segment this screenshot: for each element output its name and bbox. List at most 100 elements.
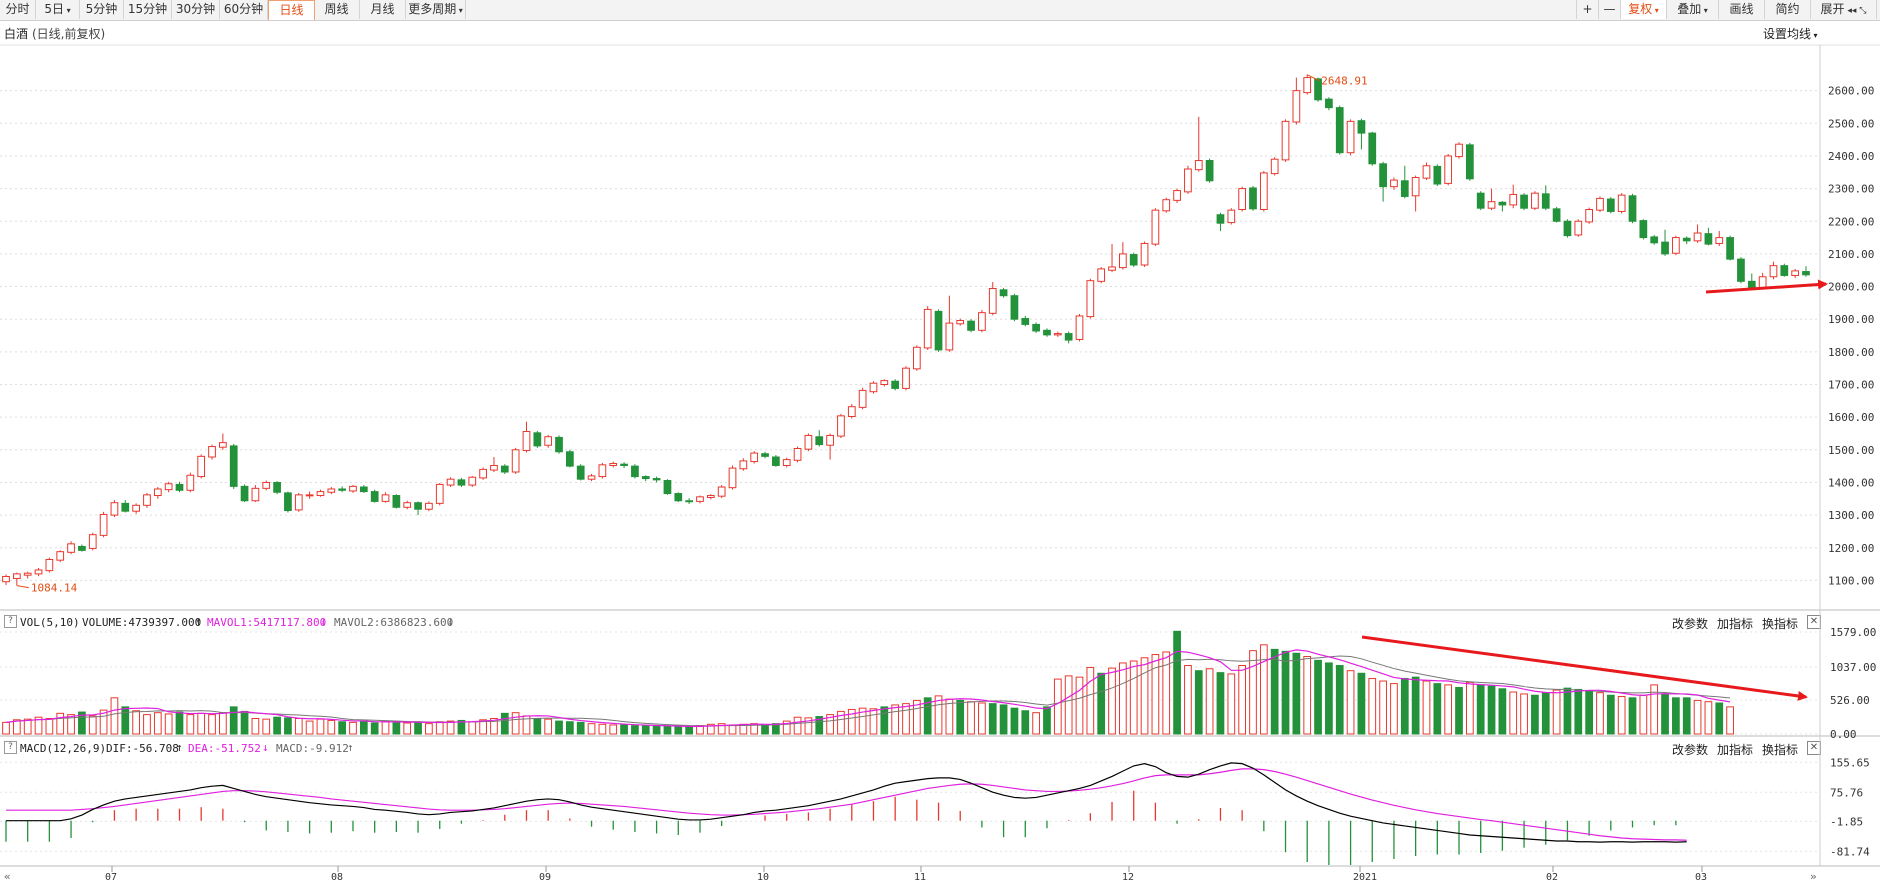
- candle: [1606, 197, 1615, 214]
- volume-bar: [294, 717, 303, 735]
- tab-15min[interactable]: 15分钟: [124, 0, 172, 19]
- volume-bar: [1194, 670, 1203, 735]
- candle-body: [522, 431, 531, 451]
- price-axis-tick: 1900.00: [1828, 313, 1874, 326]
- macd-change-params-button[interactable]: 改参数: [1672, 743, 1709, 757]
- candle-body: [1238, 188, 1247, 210]
- draw-line-button[interactable]: 画线: [1718, 0, 1765, 19]
- simple-mode-button[interactable]: 简约: [1764, 0, 1811, 19]
- expand-button[interactable]: 展开 ◂◂ ⤡: [1810, 0, 1877, 19]
- tab-monthly[interactable]: 月线: [360, 0, 406, 19]
- chevron-down-icon: ▾: [1652, 6, 1659, 15]
- candle-body: [208, 446, 216, 458]
- volume-bar: [446, 720, 455, 735]
- candle-body: [132, 504, 140, 512]
- chevron-down-icon: ▾: [1701, 6, 1708, 15]
- candle: [1596, 196, 1604, 213]
- candle: [1249, 185, 1257, 211]
- candle: [837, 413, 845, 439]
- volume-bar: [2, 721, 10, 735]
- candle: [12, 572, 21, 586]
- candle-body: [1314, 78, 1322, 101]
- candle-body: [1769, 265, 1778, 278]
- tab-5day[interactable]: 5日 ▾: [36, 0, 80, 19]
- chevron-down-icon: ▾: [456, 6, 463, 15]
- tab-60min[interactable]: 60分钟: [220, 0, 268, 19]
- adjust-right-button[interactable]: 复权 ▾: [1620, 0, 1667, 19]
- zoom-out-button[interactable]: —: [1598, 0, 1621, 19]
- volume-bar: [425, 723, 433, 735]
- zoom-in-button[interactable]: +: [1576, 0, 1599, 19]
- candle: [1541, 185, 1550, 211]
- tab-30min[interactable]: 30分钟: [172, 0, 220, 19]
- help-icon[interactable]: ?: [4, 741, 17, 754]
- volume-bar: [696, 725, 704, 735]
- x-axis-label: 07: [105, 872, 117, 883]
- macd-switch-indicator-button[interactable]: 换指标: [1762, 743, 1799, 757]
- tab-5min[interactable]: 5分钟: [80, 0, 124, 19]
- candle-body: [197, 455, 206, 478]
- volume-bar: [349, 721, 357, 735]
- candle-body: [1075, 315, 1084, 340]
- volume-bar: [479, 719, 487, 735]
- candle-body: [587, 475, 596, 480]
- volume-trend-arrow: [1361, 635, 1808, 701]
- price-axis-tick: 2400.00: [1828, 150, 1874, 163]
- overlay-button[interactable]: 叠加 ▾: [1666, 0, 1719, 19]
- candle: [511, 447, 520, 474]
- candle: [815, 430, 824, 447]
- candle: [1216, 212, 1225, 232]
- help-icon[interactable]: ?: [4, 615, 17, 628]
- candle-body: [620, 463, 628, 466]
- candle-body: [1422, 165, 1431, 179]
- candle: [782, 457, 791, 468]
- candle-body: [273, 481, 281, 493]
- volume-bar: [522, 715, 531, 735]
- candle: [1704, 227, 1713, 246]
- close-icon[interactable]: ✕: [1807, 615, 1821, 629]
- tab-daily[interactable]: 日线: [268, 0, 315, 20]
- candle-body: [500, 465, 509, 473]
- candle: [186, 472, 195, 493]
- candle: [1509, 184, 1518, 209]
- candle-body: [1737, 258, 1745, 282]
- candle-body: [1476, 192, 1485, 209]
- macd-axis-tick: 155.65: [1830, 756, 1870, 769]
- candle: [902, 366, 910, 391]
- volume-bar: [1422, 680, 1431, 735]
- down-arrow-icon: ↓: [447, 615, 454, 628]
- volume-bar: [793, 716, 802, 735]
- vol-add-indicator-button[interactable]: 加指标: [1717, 617, 1754, 631]
- tab-weekly[interactable]: 周线: [314, 0, 360, 19]
- vol-change-params-button[interactable]: 改参数: [1672, 617, 1709, 631]
- candle-body: [2, 575, 10, 583]
- tab-more-periods[interactable]: 更多周期 ▾: [406, 0, 466, 19]
- volume-bar: [1606, 694, 1615, 735]
- volume-bar: [34, 716, 43, 735]
- candle-body: [468, 476, 477, 486]
- price-axis-tick: 1400.00: [1828, 476, 1874, 489]
- candle: [1075, 313, 1084, 342]
- tab-fenshi[interactable]: 分时: [0, 0, 36, 19]
- candle-body: [78, 545, 86, 551]
- candle: [121, 500, 130, 513]
- volume-bar: [1661, 693, 1669, 735]
- candle: [1021, 315, 1030, 327]
- set-ma-button[interactable]: 设置均线 ▾: [1763, 25, 1818, 42]
- candle: [1639, 219, 1648, 240]
- candle: [2, 574, 10, 585]
- volume-bar: [728, 724, 737, 735]
- candle-body: [1411, 177, 1420, 197]
- candle: [23, 571, 32, 579]
- volume-bar: [1531, 694, 1539, 735]
- macd-add-indicator-button[interactable]: 加指标: [1717, 743, 1754, 757]
- vol-switch-indicator-button[interactable]: 换指标: [1762, 617, 1799, 631]
- candle: [1043, 328, 1051, 337]
- volume-bar: [1108, 667, 1116, 735]
- volume-bar: [338, 721, 347, 735]
- close-icon[interactable]: ✕: [1807, 741, 1821, 755]
- candle: [1064, 331, 1073, 344]
- volume-bar: [1346, 670, 1355, 735]
- volume-bar: [1303, 655, 1312, 735]
- candle-body: [706, 495, 715, 498]
